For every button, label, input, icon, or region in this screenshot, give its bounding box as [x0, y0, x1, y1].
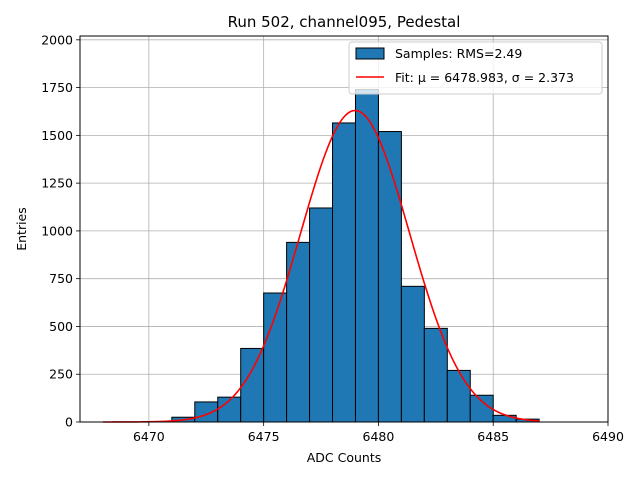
- x-tick-label: 6475: [248, 429, 280, 444]
- histogram-bar: [469, 394, 494, 423]
- x-tick-label: 6485: [477, 429, 509, 444]
- y-tick-label: 750: [49, 271, 73, 286]
- y-axis-title: Entries: [14, 207, 29, 251]
- histogram-bar: [263, 292, 288, 423]
- x-tick-label: 6470: [133, 429, 165, 444]
- x-tick-label: 6480: [363, 429, 395, 444]
- y-tick-label: 0: [65, 415, 73, 430]
- histogram-bar: [423, 327, 448, 423]
- ticks-layer: 6470 6475 6480 6485 6490 0 250 500 750 1000 1250 15…: [41, 32, 624, 444]
- histogram-bar: [332, 122, 356, 423]
- y-tick-label: 2000: [41, 32, 73, 47]
- histogram-bar: [377, 131, 402, 423]
- legend-histogram-label: Samples: RMS=2.49: [395, 46, 522, 61]
- bars-layer: [171, 89, 540, 423]
- legend-box: [348, 41, 603, 95]
- histogram-bar: [240, 347, 265, 423]
- x-tick-label: 6490: [592, 429, 624, 444]
- legend-histogram-swatch: [355, 47, 385, 60]
- histogram-bar: [400, 285, 425, 423]
- y-tick-label: 250: [49, 367, 73, 382]
- legend-fit-label: Fit: μ = 6478.983, σ = 2.373: [395, 70, 574, 85]
- histogram-bar: [194, 401, 219, 423]
- histogram-bar: [492, 414, 517, 423]
- y-tick-label: 500: [49, 319, 73, 334]
- chart-title: Run 502, channel095, Pedestal: [228, 13, 461, 31]
- histogram-bar: [446, 369, 471, 423]
- fit-curve: [102, 109, 540, 423]
- axes-frame: [79, 35, 609, 423]
- y-tick-label: 1500: [41, 128, 73, 143]
- y-tick-label: 1250: [41, 176, 73, 191]
- legend: Samples: RMS=2.49 Fit: μ = 6478.983, σ =…: [348, 41, 603, 95]
- fit-layer: [102, 109, 540, 423]
- y-tick-label: 1750: [41, 80, 73, 95]
- histogram-bar: [309, 207, 334, 423]
- y-tick-label: 1000: [41, 223, 73, 238]
- x-axis-title: ADC Counts: [307, 450, 382, 465]
- histogram-bar: [354, 89, 379, 423]
